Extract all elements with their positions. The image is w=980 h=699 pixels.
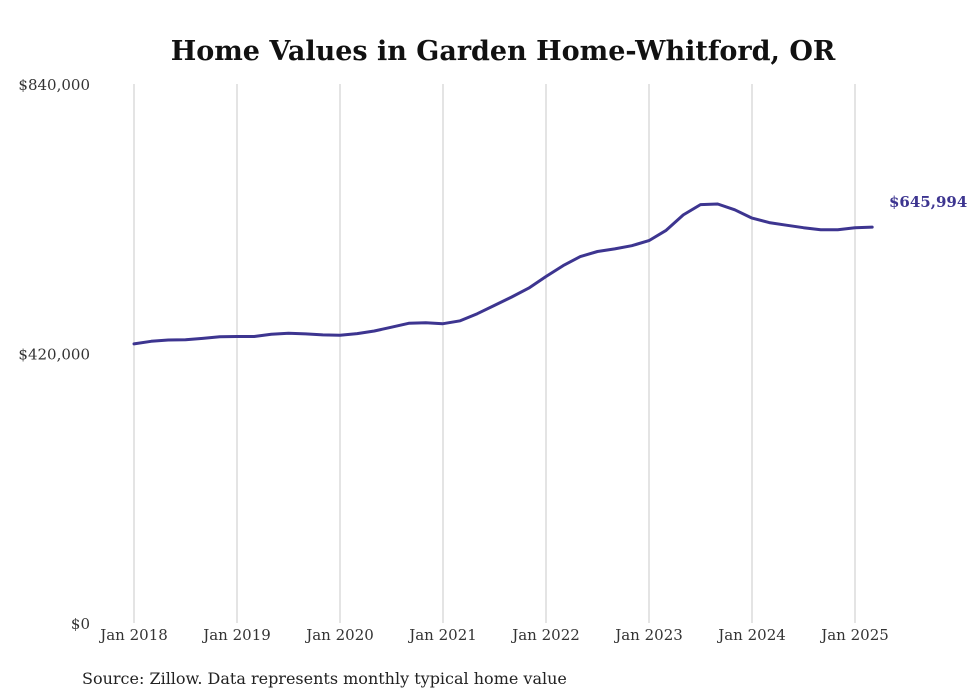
x-tick-label: Jan 2018 <box>98 626 168 644</box>
x-tick-label: Jan 2019 <box>201 626 271 644</box>
source-note: Source: Zillow. Data represents monthly … <box>82 669 567 688</box>
x-tick-label: Jan 2023 <box>613 626 683 644</box>
x-tick-label: Jan 2021 <box>407 626 477 644</box>
x-axis-ticks: Jan 2018 Jan 2019 Jan 2020 Jan 2021 Jan 2022… <box>98 626 889 644</box>
gridlines <box>133 84 856 623</box>
x-tick-label: Jan 2020 <box>304 626 374 644</box>
x-tick-label: Jan 2025 <box>819 626 889 644</box>
y-tick-label: $0 <box>71 615 90 633</box>
chart-title: Home Values in Garden Home-Whitford, OR <box>171 36 836 67</box>
y-tick-label: $420,000 <box>18 346 90 364</box>
series-line <box>132 202 874 346</box>
y-axis-ticks: $0 $420,000 $840,000 <box>18 76 90 633</box>
y-tick-label: $840,000 <box>18 76 90 94</box>
x-tick-label: Jan 2024 <box>716 626 786 644</box>
end-value-label: $645,994 <box>889 193 967 211</box>
x-tick-label: Jan 2022 <box>510 626 580 644</box>
